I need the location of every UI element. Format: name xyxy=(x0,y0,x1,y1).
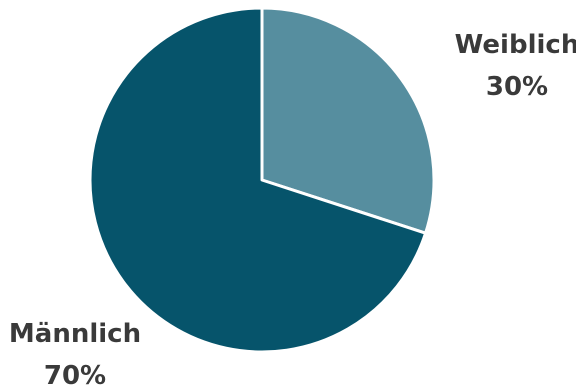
slice-value-weiblich: 30% xyxy=(486,72,548,102)
slice-value-maennlich: 70% xyxy=(44,361,106,391)
label-maennlich: Männlich 70% xyxy=(9,319,141,391)
slice-label-weiblich: Weiblich xyxy=(455,30,576,60)
pie-slice-weiblich xyxy=(260,6,436,235)
label-weiblich: Weiblich 30% xyxy=(455,30,576,102)
slice-label-maennlich: Männlich xyxy=(9,319,141,349)
pie-slices xyxy=(88,6,436,354)
pie-slice-m-nnlich xyxy=(88,6,428,354)
